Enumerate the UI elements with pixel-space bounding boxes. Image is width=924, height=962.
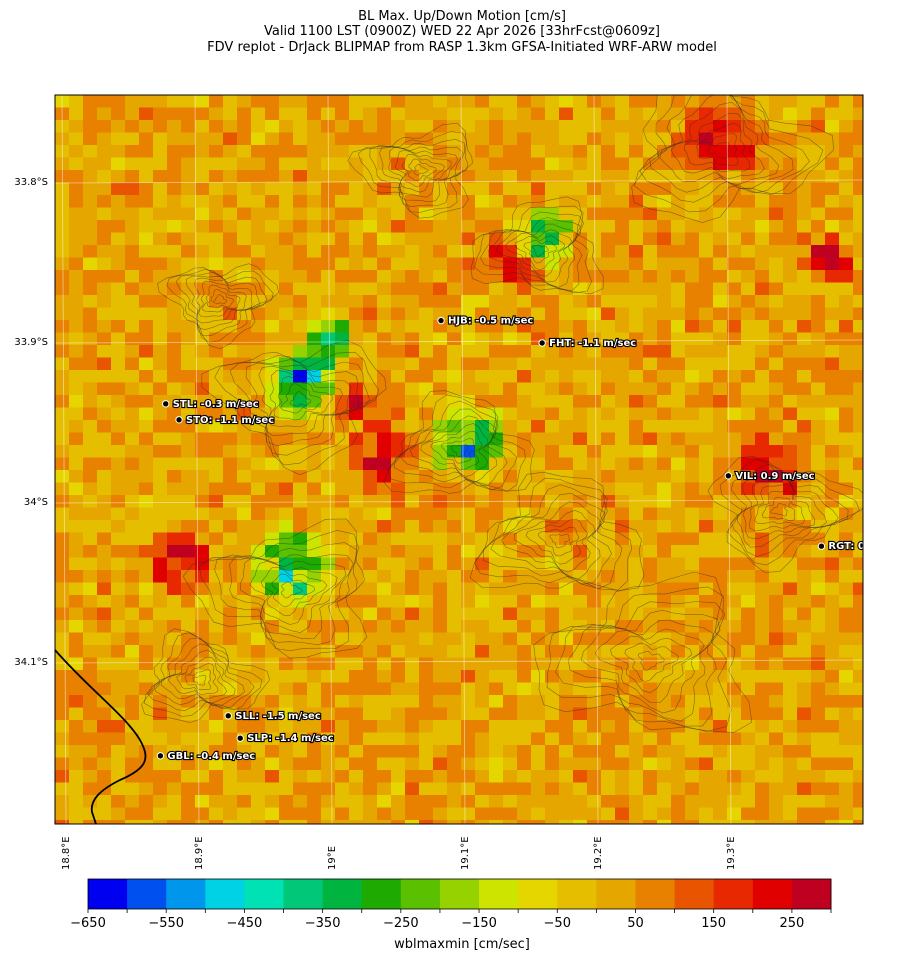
colorbar-tick-label: −150	[461, 916, 497, 931]
lat-label: 33.9°S	[14, 337, 48, 348]
title-line-3: FDV replot - DrJack BLIPMAP from RASP 1.…	[207, 40, 717, 55]
station-label: VIL: 0.9 m/sec	[735, 471, 814, 482]
station-sto: STO: -1.1 m/sec	[175, 414, 275, 427]
station-label: RGT: 0.3 m/sec	[828, 541, 911, 552]
colorbar-segment	[791, 879, 832, 909]
station-label: GBL: -0.4 m/sec	[167, 751, 255, 762]
colorbar-segment	[244, 879, 284, 909]
colorbar-segment	[635, 879, 675, 909]
colorbar-tick-label: 150	[701, 916, 727, 931]
station-label: STL: -0.3 m/sec	[173, 399, 259, 410]
station-marker	[817, 542, 826, 550]
graticule	[55, 95, 863, 824]
terrain-contours	[141, 95, 863, 733]
map-frame	[54, 94, 864, 825]
station-marker	[156, 752, 165, 760]
station-marker	[724, 472, 733, 480]
station-vil: VIL: 0.9 m/sec	[724, 470, 816, 483]
lon-label: 19.2°E	[593, 836, 604, 870]
lat-label: 33.8°S	[14, 177, 48, 188]
colorbar-segment	[752, 879, 793, 909]
station-marker	[538, 339, 546, 347]
lon-label: 19°E	[327, 845, 338, 870]
colorbar-segment	[205, 879, 245, 909]
colorbar-label: wblmaxmin [cm/sec]	[394, 937, 530, 952]
colorbar-segment	[479, 879, 519, 909]
colorbar-tick-label: 250	[779, 916, 805, 931]
stations: HJB: -0.5 m/sec FHT: -1.1 m/sec STL: -0.3 …	[156, 315, 911, 763]
station-fht: FHT: -1.1 m/sec	[538, 337, 637, 350]
colorbar-segment	[166, 879, 206, 909]
title-line-1: BL Max. Up/Down Motion [cm/s]	[358, 9, 566, 24]
colorbar-tick-label: −250	[382, 916, 419, 931]
station-marker	[236, 734, 244, 742]
colorbar-tick-label: 50	[627, 916, 644, 931]
motion-field	[55, 95, 863, 824]
station-marker	[162, 400, 170, 408]
lat-label: 34.1°S	[14, 657, 48, 668]
station-marker	[175, 416, 183, 424]
coastline	[55, 649, 147, 824]
colorbar-segment	[596, 879, 636, 909]
colorbar-frame	[87, 878, 832, 910]
colorbar-segment	[439, 879, 480, 909]
colorbar	[87, 878, 832, 913]
station-label: FHT: -1.1 m/sec	[549, 338, 636, 349]
colorbar-segment	[400, 879, 441, 909]
station-hjb: HJB: -0.5 m/sec	[437, 315, 534, 328]
lon-label: 18.9°E	[194, 836, 205, 870]
colorbar-tick-label: −350	[304, 916, 341, 931]
station-label: SLP: -1.4 m/sec	[247, 733, 334, 744]
colorbar-segment	[674, 879, 715, 909]
station-label: HJB: -0.5 m/sec	[448, 316, 533, 327]
title-line-2: Valid 1100 LST (0900Z) WED 22 Apr 2026 […	[264, 24, 660, 39]
colorbar-tick-label: −650	[70, 916, 106, 931]
colorbar-tick-label: −450	[226, 916, 263, 931]
station-label: STO: -1.1 m/sec	[186, 415, 274, 426]
colorbar-segment	[283, 879, 324, 909]
lat-label: 34°S	[23, 497, 48, 508]
station-gbl: GBL: -0.4 m/sec	[156, 750, 256, 763]
lon-label: 19.3°E	[726, 836, 737, 870]
station-stl: STL: -0.3 m/sec	[162, 398, 260, 411]
colorbar-tick-label: −550	[148, 916, 185, 931]
colorbar-segment	[557, 879, 597, 909]
colorbar-segment	[127, 879, 167, 909]
lon-label: 18.8°E	[61, 836, 72, 870]
colorbar-segment	[518, 879, 558, 909]
colorbar-segment	[322, 879, 363, 909]
lon-label: 19.1°E	[460, 836, 471, 870]
map-area: HJB: -0.5 m/sec FHT: -1.1 m/sec STL: -0.3 …	[55, 95, 911, 824]
station-label: SLL: -1.5 m/sec	[235, 711, 321, 722]
colorbar-segment	[361, 879, 402, 909]
colorbar-tick-label: −50	[543, 916, 571, 931]
station-marker	[437, 316, 445, 325]
colorbar-segment	[713, 879, 754, 909]
colorbar-segment	[88, 879, 128, 909]
station-sll: SLL: -1.5 m/sec	[224, 710, 322, 723]
station-marker	[224, 712, 232, 720]
station-rgt: RGT: 0.3 m/sec	[817, 540, 911, 553]
station-slp: SLP: -1.4 m/sec	[236, 732, 335, 745]
